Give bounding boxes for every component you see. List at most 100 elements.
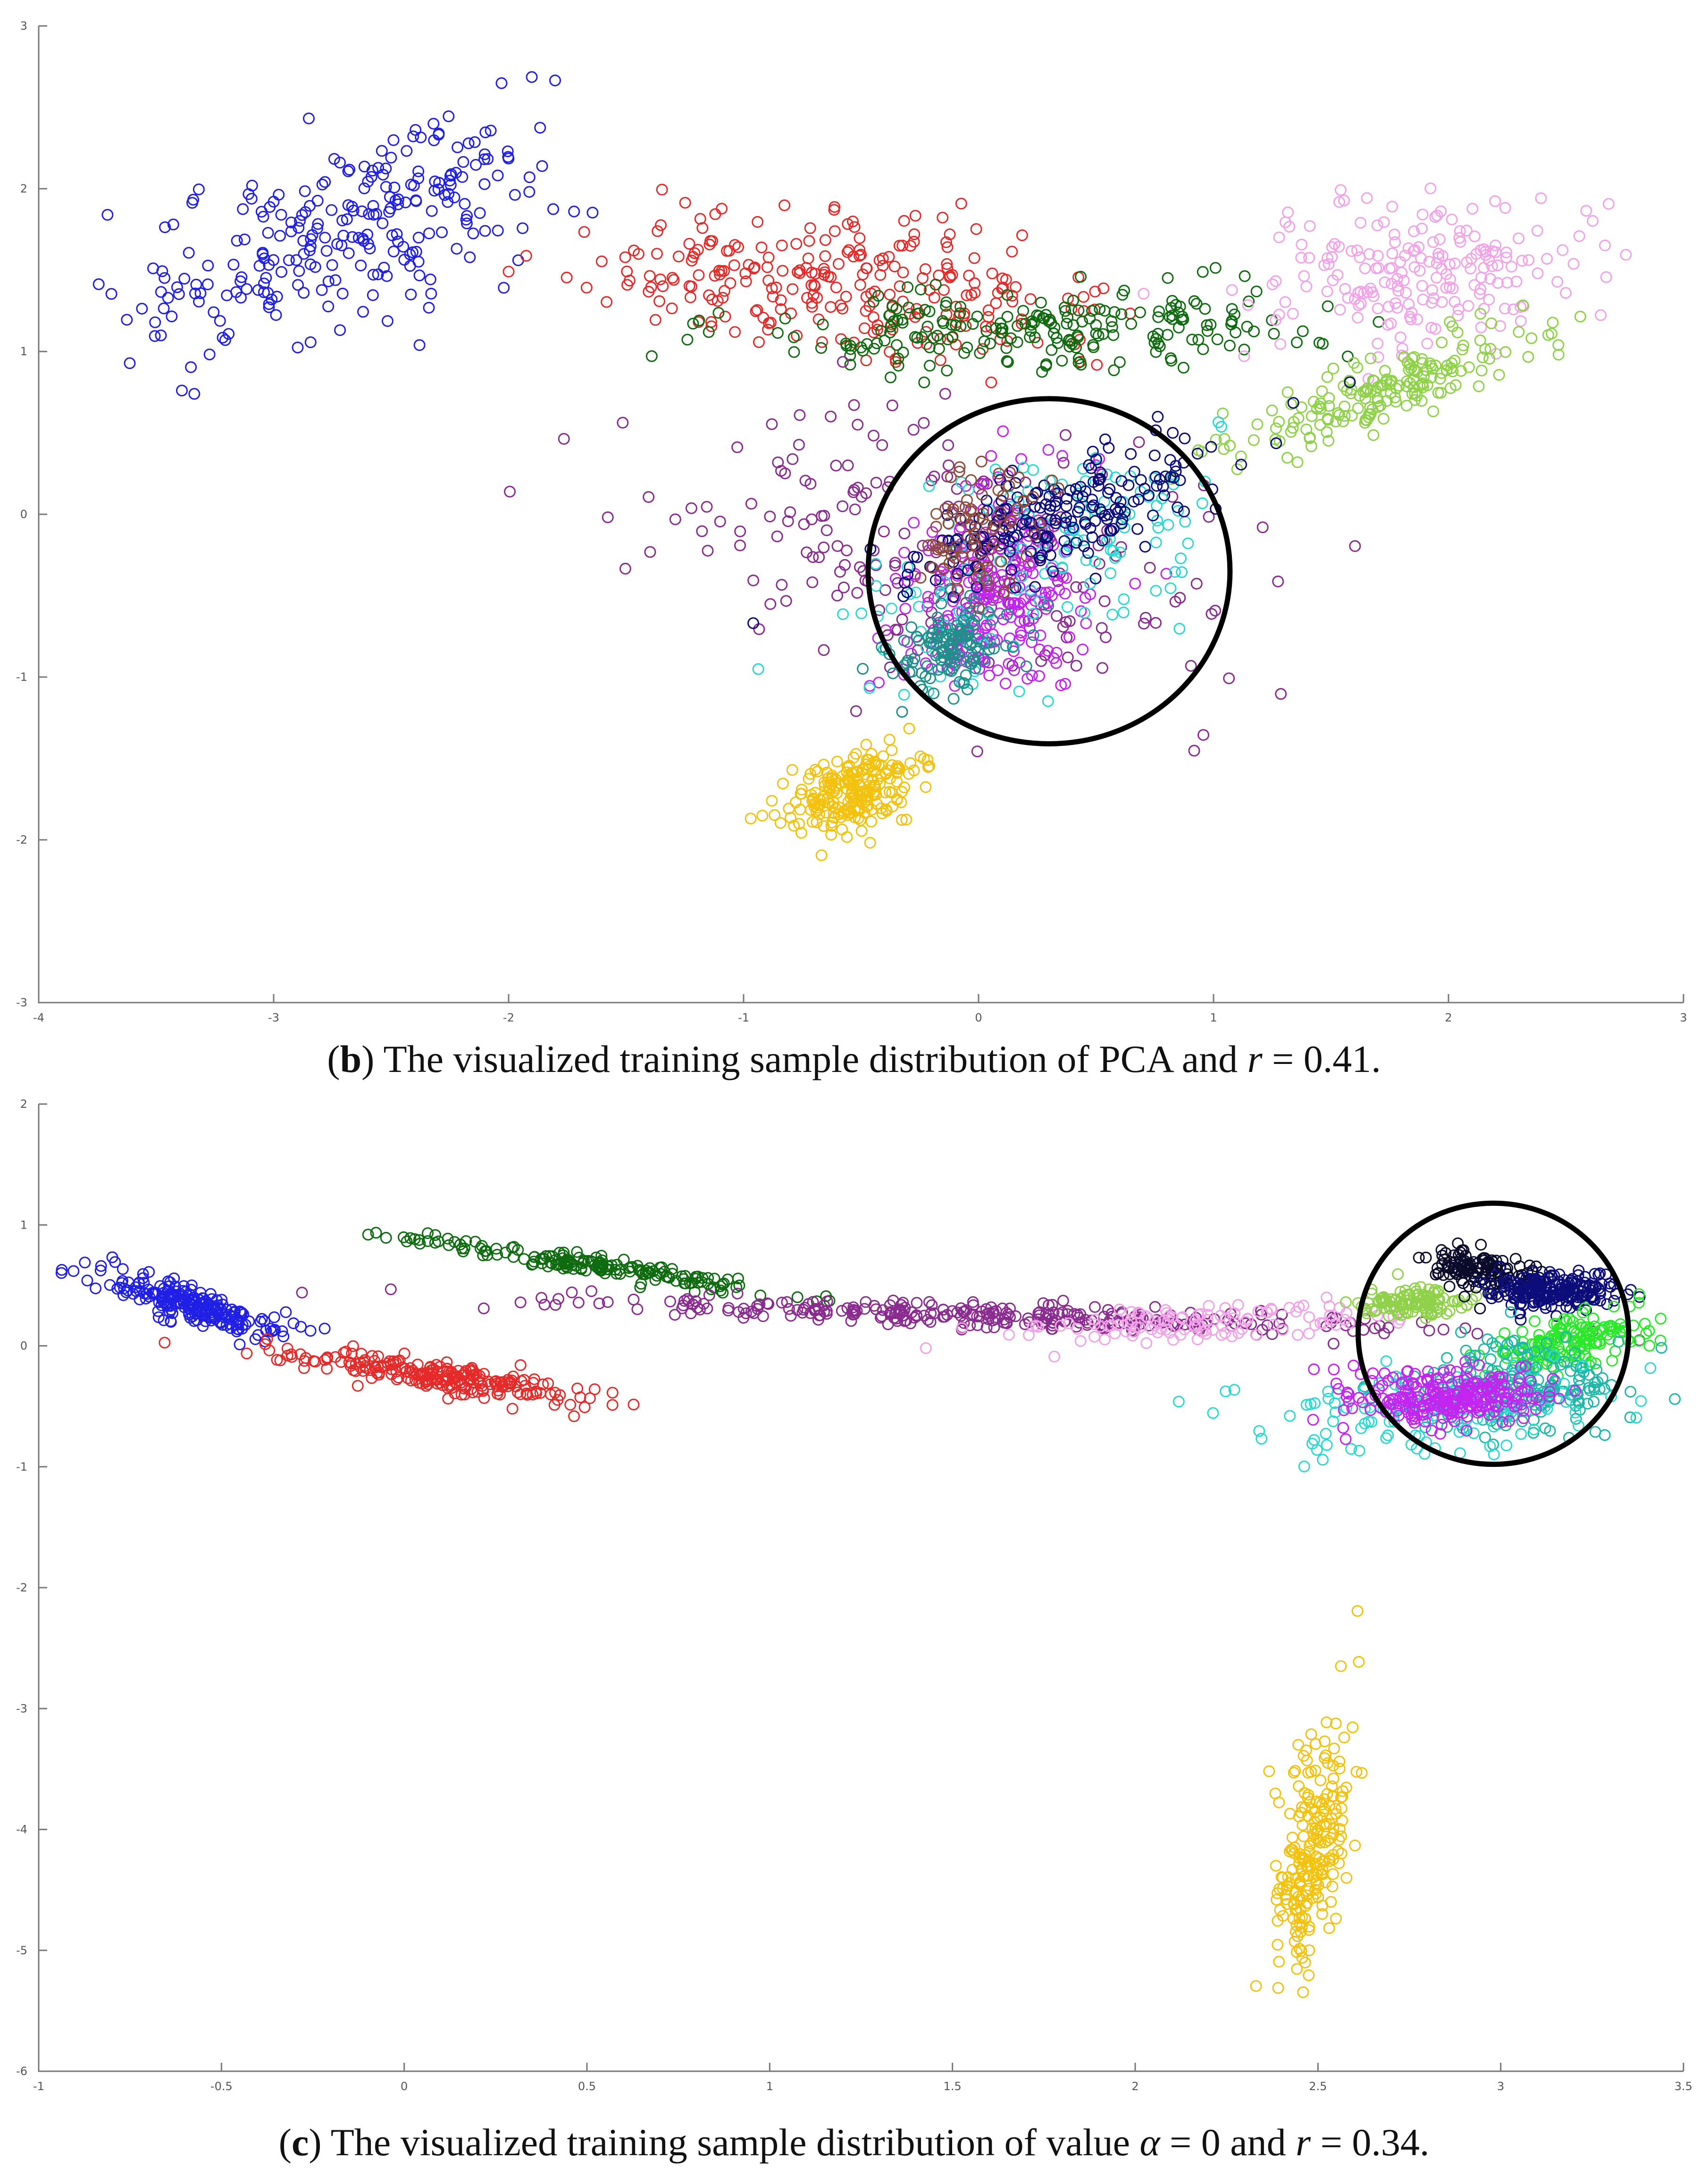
data-point bbox=[1592, 1269, 1605, 1281]
data-point bbox=[1188, 745, 1200, 757]
data-point bbox=[1337, 1422, 1349, 1434]
data-point bbox=[1238, 343, 1250, 356]
data-point bbox=[1386, 201, 1398, 213]
data-point bbox=[840, 291, 852, 303]
data-point bbox=[334, 157, 346, 169]
data-point bbox=[171, 281, 183, 293]
data-point bbox=[92, 278, 105, 290]
data-point bbox=[1072, 304, 1085, 317]
data-point bbox=[1640, 1327, 1652, 1339]
data-point bbox=[868, 786, 880, 798]
data-point bbox=[908, 235, 920, 248]
y-tick-label: -1 bbox=[16, 670, 27, 684]
x-tick-label: -2 bbox=[503, 1011, 514, 1024]
data-point bbox=[1454, 225, 1466, 237]
data-point bbox=[419, 1376, 432, 1388]
data-point bbox=[166, 310, 178, 323]
data-point bbox=[1388, 228, 1400, 241]
data-point bbox=[795, 827, 807, 839]
data-point bbox=[1162, 272, 1174, 284]
data-point bbox=[1291, 1963, 1303, 1975]
data-point bbox=[954, 513, 966, 525]
data-point bbox=[818, 759, 830, 771]
data-point bbox=[1471, 1399, 1483, 1411]
data-point bbox=[1239, 1316, 1251, 1328]
data-point bbox=[1077, 291, 1089, 303]
data-point bbox=[1633, 1297, 1645, 1309]
data-point bbox=[495, 77, 508, 89]
data-point bbox=[1001, 289, 1013, 301]
data-point bbox=[1169, 566, 1181, 578]
data-point bbox=[1289, 1765, 1301, 1777]
data-point bbox=[526, 71, 538, 83]
data-point bbox=[1462, 1381, 1474, 1394]
data-point bbox=[884, 1307, 896, 1320]
data-point bbox=[362, 1229, 374, 1241]
data-point bbox=[1011, 336, 1023, 348]
data-point bbox=[941, 364, 953, 377]
data-point bbox=[190, 278, 202, 291]
data-point bbox=[1029, 581, 1041, 593]
data-point bbox=[943, 557, 955, 569]
data-point bbox=[1020, 661, 1032, 672]
data-point bbox=[1046, 344, 1058, 356]
data-point bbox=[926, 1299, 938, 1311]
data-point bbox=[1250, 1980, 1262, 1992]
data-point bbox=[967, 1296, 979, 1308]
data-point bbox=[1326, 1880, 1339, 1892]
panel-b-caption: (b) The visualized training sample distr… bbox=[327, 1038, 1381, 1080]
data-point bbox=[997, 425, 1009, 437]
data-point bbox=[185, 1284, 197, 1296]
data-point bbox=[696, 525, 708, 537]
data-point bbox=[945, 653, 956, 665]
data-point bbox=[1223, 339, 1236, 352]
data-point bbox=[413, 269, 426, 282]
data-point bbox=[1292, 412, 1305, 424]
data-point bbox=[1096, 506, 1108, 519]
data-point bbox=[926, 561, 938, 574]
data-point bbox=[938, 317, 950, 329]
data-point bbox=[1309, 1806, 1321, 1818]
data-point bbox=[264, 201, 276, 213]
data-point bbox=[977, 507, 989, 519]
data-point bbox=[477, 1249, 489, 1262]
data-point bbox=[235, 292, 247, 304]
data-point bbox=[1479, 246, 1491, 258]
data-point bbox=[1604, 1333, 1616, 1345]
data-point bbox=[820, 1290, 832, 1302]
data-point bbox=[1307, 1414, 1319, 1426]
data-point bbox=[937, 211, 949, 224]
data-point bbox=[1143, 489, 1155, 502]
data-point bbox=[1270, 275, 1282, 287]
data-point bbox=[1333, 1755, 1346, 1767]
data-point bbox=[1443, 1280, 1456, 1293]
data-point bbox=[628, 1293, 640, 1306]
data-point bbox=[1295, 251, 1307, 264]
data-point bbox=[643, 491, 655, 503]
data-point bbox=[298, 1362, 310, 1374]
data-point bbox=[1273, 416, 1285, 428]
data-point bbox=[891, 776, 903, 788]
data-point bbox=[1543, 1386, 1556, 1398]
data-point bbox=[1175, 552, 1187, 564]
data-point bbox=[1079, 509, 1091, 521]
data-point bbox=[1513, 326, 1525, 338]
data-point bbox=[1020, 514, 1032, 527]
data-point bbox=[1014, 597, 1026, 610]
data-point bbox=[701, 501, 713, 513]
data-point bbox=[1293, 1780, 1305, 1792]
data-point bbox=[1027, 1320, 1039, 1332]
data-point bbox=[868, 779, 880, 791]
data-point bbox=[686, 280, 697, 293]
data-point bbox=[628, 244, 640, 257]
data-point bbox=[318, 1322, 331, 1335]
data-point bbox=[1164, 1326, 1176, 1339]
data-point bbox=[1355, 1422, 1367, 1434]
data-point bbox=[911, 631, 923, 643]
data-point bbox=[67, 1265, 80, 1277]
data-point bbox=[1473, 1405, 1485, 1417]
data-point bbox=[619, 562, 631, 575]
data-point bbox=[1558, 1378, 1570, 1389]
data-point bbox=[1286, 1832, 1298, 1844]
data-point bbox=[56, 1264, 68, 1276]
